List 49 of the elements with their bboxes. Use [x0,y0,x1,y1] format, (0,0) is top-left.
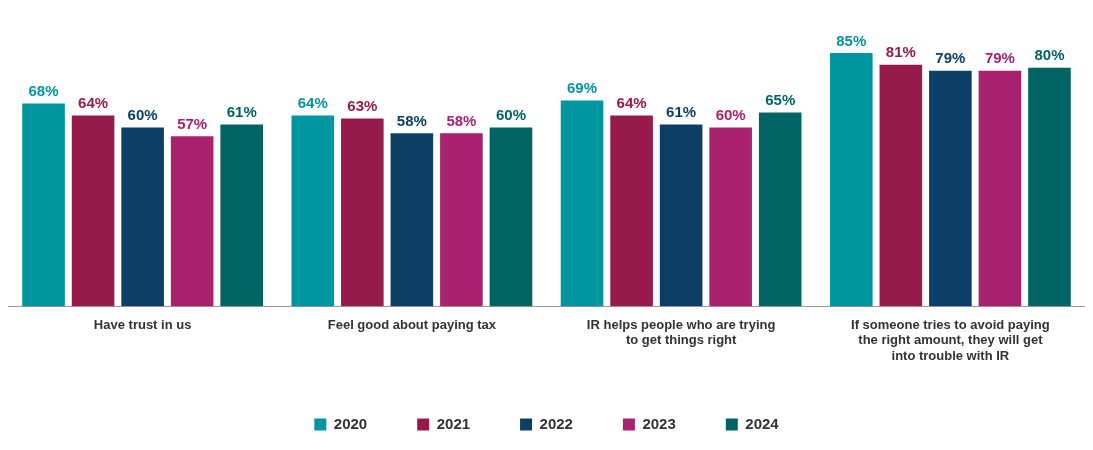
x-tick-label: Feel good about paying tax [327,316,497,332]
bar [879,64,923,307]
legend-label: 2021 [436,414,471,432]
bar [341,118,384,307]
legend-label: 2023 [642,414,676,432]
data-label: 80% [1034,46,1065,64]
data-label: 69% [567,79,598,97]
data-label: 64% [297,94,328,112]
data-label: 58% [446,112,477,129]
data-label: 58% [396,112,427,129]
data-label: 79% [984,49,1015,67]
data-label: 85% [836,31,867,49]
bar [978,70,1022,307]
data-label: 68% [28,82,59,100]
bar [1028,67,1071,307]
bar [390,133,434,307]
bar [929,70,972,307]
data-label: 63% [347,97,378,115]
data-label: 64% [616,94,647,112]
bar [610,115,653,307]
bar [709,127,752,307]
bar [71,115,115,307]
data-label: 57% [177,114,208,132]
data-label: 60% [715,106,746,124]
data-label: 60% [495,106,526,124]
x-tick-label: If someone tries to avoid paying the right amount, they will get into trouble with IR [851,316,1050,363]
bar [758,112,802,307]
bar [440,133,483,307]
legend-label: 2020 [333,414,368,432]
data-label: 60% [127,106,158,124]
x-tick-label: Have trust in us [93,316,192,332]
legend-label: 2024 [745,414,780,432]
bar [22,103,65,307]
data-label: 65% [765,91,796,109]
data-label: 81% [885,43,916,61]
x-tick-label: IR helps people who are trying to get things right [586,316,776,348]
bar [220,124,264,307]
bar [560,100,604,307]
data-label: 64% [78,94,109,112]
data-label: 61% [666,103,697,121]
data-label: 61% [226,103,257,121]
data-label: 79% [935,49,966,67]
bar [170,136,214,307]
bar [829,52,873,307]
bar [121,127,164,307]
legend-label: 2022 [539,414,573,432]
bar [659,124,703,307]
bar [291,115,335,307]
bar [489,127,533,307]
